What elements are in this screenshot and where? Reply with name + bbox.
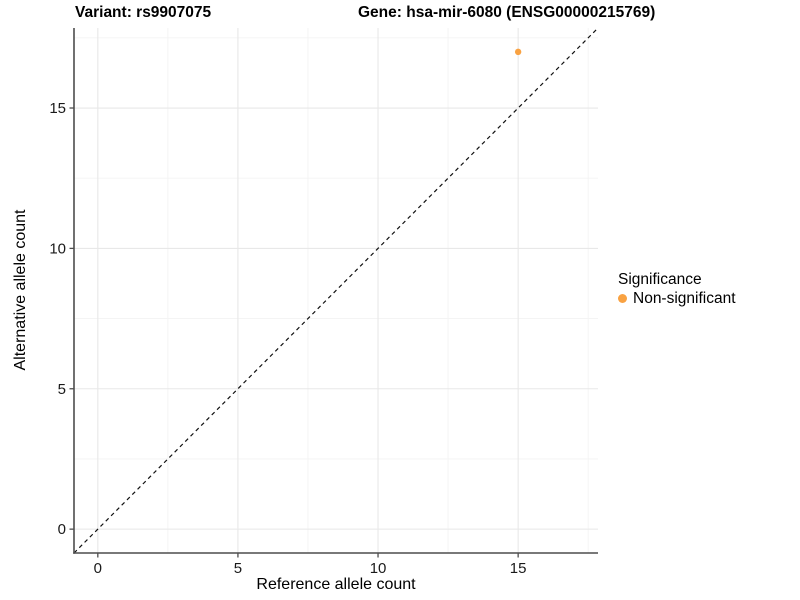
x-tick-label: 10: [370, 560, 387, 577]
x-tick-label: 15: [510, 560, 527, 577]
legend-item: Non-significant: [618, 289, 736, 308]
x-axis-title: Reference allele count: [256, 576, 416, 593]
legend-item-label: Non-significant: [633, 290, 736, 307]
plot-title-gene: Gene: hsa-mir-6080 (ENSG00000215769): [358, 4, 656, 21]
x-tick-label: 5: [234, 560, 242, 577]
legend-point-icon: [618, 294, 627, 303]
plot-title-variant: Variant: rs9907075: [75, 4, 212, 21]
legend: Significance Non-significant: [618, 270, 736, 308]
y-tick-label: 5: [58, 381, 66, 398]
y-tick-label: 0: [58, 521, 66, 538]
x-tick-label: 0: [94, 560, 102, 577]
y-axis-title: Alternative allele count: [12, 209, 29, 371]
y-tick-label: 15: [49, 100, 66, 117]
identity-line: [73, 27, 599, 554]
y-tick-label: 10: [49, 240, 66, 257]
legend-title: Significance: [618, 271, 702, 288]
data-point: [514, 48, 522, 56]
